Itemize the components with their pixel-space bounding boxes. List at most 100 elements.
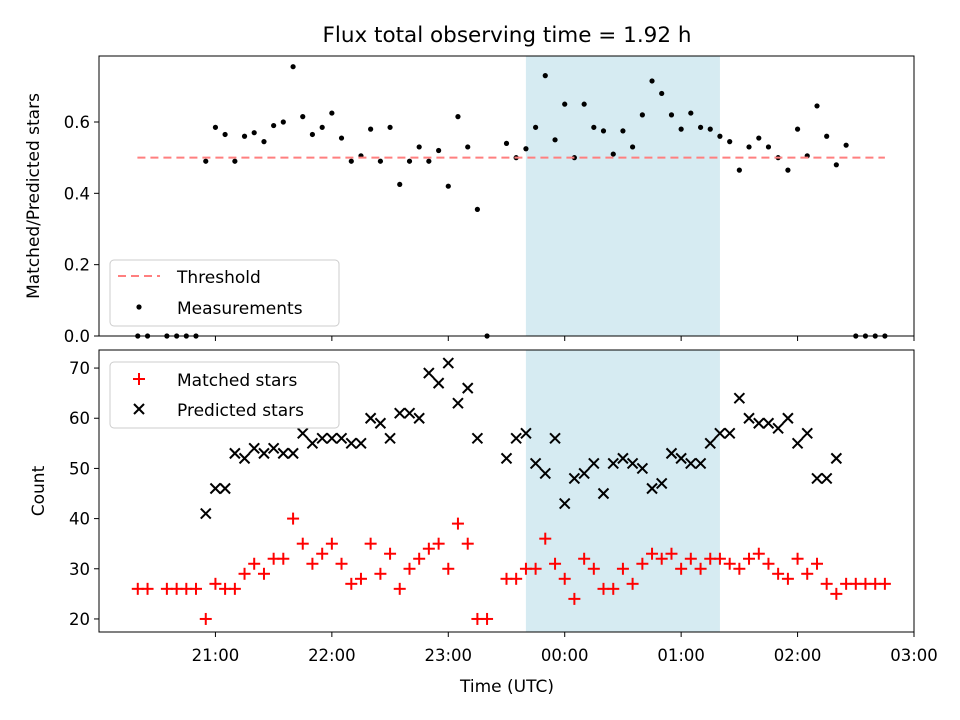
measurement-point [416, 144, 422, 150]
predicted-star-point [500, 452, 513, 465]
predicted-star-point [452, 397, 464, 409]
predicted-star-point [258, 447, 270, 460]
measurement-point [533, 124, 539, 130]
matched-star-point [578, 552, 591, 565]
bottom-plot-frame [98, 349, 915, 633]
measurement-point [581, 101, 587, 107]
matched-star-point [238, 567, 251, 580]
measurement-point [212, 124, 219, 130]
bottom-legend: Matched stars Predicted stars [109, 361, 340, 429]
top-panel: 0.0 0.2 0.4 0.6 Matched/Predicted stars Thr… [24, 55, 915, 346]
measurement-point [629, 144, 636, 150]
measurement-point [600, 128, 607, 134]
predicted-star-point [733, 392, 746, 404]
measurement-point [368, 126, 374, 132]
measurement-point [794, 126, 801, 132]
matched-star-point [549, 557, 562, 570]
measurement-point [309, 131, 316, 138]
matched-star-point [451, 517, 464, 530]
measurement-point [678, 126, 684, 132]
matched-star-point [306, 557, 319, 570]
predicted-star-point [539, 467, 551, 480]
predicted-star-point [772, 422, 784, 434]
predicted-legend-swatch [133, 403, 145, 415]
bottom-y-axis: 20 30 40 50 60 70 [69, 359, 99, 629]
predicted-stars-points [200, 357, 843, 520]
measurements-legend-swatch [136, 304, 142, 310]
matched-star-point [684, 552, 697, 565]
matched-star-point [539, 532, 552, 545]
predicted-star-point [316, 432, 328, 445]
bottom-x-axis: 21:00 22:00 23:00 00:00 01:00 02:00 03:00 [192, 632, 938, 665]
bottom-panel: 20 30 40 50 60 70 21:00 22:00 23:00 00:00 01:00 02… [29, 349, 938, 697]
measurement-point [280, 119, 286, 125]
measurement-point [562, 101, 568, 107]
predicted-star-point [597, 487, 610, 500]
measurement-point [445, 183, 451, 189]
predicted-star-point [219, 482, 231, 495]
predicted-star-point [762, 417, 775, 429]
predicted-star-point [529, 457, 542, 470]
matched-legend-swatch [133, 373, 145, 385]
predicted-star-point [277, 447, 290, 460]
bottom-y-tick-label: 20 [69, 610, 90, 629]
x-axis-label: Time (UTC) [459, 677, 554, 697]
matched-star-point [141, 582, 154, 595]
predicted-star-point [355, 437, 367, 450]
measurement-point [397, 181, 403, 188]
matched-star-point [248, 557, 261, 570]
matched-star-point [257, 567, 270, 580]
matched-star-point [713, 552, 726, 565]
predicted-star-point [297, 427, 309, 440]
measurement-point [833, 162, 839, 168]
measurement-point [436, 147, 442, 154]
measurement-point [203, 158, 209, 164]
measurement-point [620, 128, 626, 134]
matched-star-point [762, 557, 775, 570]
measurement-point [329, 110, 335, 116]
matched-star-point [287, 512, 300, 525]
bottom-y-tick-label: 70 [69, 359, 90, 378]
top-observing-window [525, 56, 720, 336]
matched-stars-points [131, 512, 891, 625]
predicted-star-point [384, 432, 396, 445]
matched-star-point [830, 587, 843, 600]
x-tick-label: 21:00 [192, 646, 240, 665]
predicted-star-point [743, 412, 755, 424]
predicted-star-point [723, 427, 736, 440]
predicted-star-point [791, 437, 804, 450]
predicted-star-point [432, 377, 445, 389]
matched-star-point [335, 557, 348, 570]
matched-star-point [422, 542, 435, 555]
measurement-point [300, 114, 306, 120]
predicted-legend-label: Predicted stars [177, 401, 304, 421]
matched-star-point [694, 562, 707, 575]
measurement-point [591, 124, 597, 130]
measurement-point [639, 112, 645, 118]
measurement-point [736, 167, 742, 173]
matched-star-point [675, 562, 688, 575]
predicted-star-point [287, 447, 299, 460]
matched-star-point [442, 562, 455, 575]
predicted-star-point [229, 447, 241, 460]
predicted-star-point [655, 477, 668, 490]
bottom-y-tick-label: 50 [69, 459, 90, 478]
measurement-point [348, 158, 354, 164]
matched-star-point [413, 552, 426, 565]
measurement-point [377, 158, 384, 164]
matched-star-point [558, 572, 571, 585]
measurement-point [542, 73, 548, 79]
matched-star-point [277, 552, 290, 565]
matched-legend-label: Matched stars [177, 371, 297, 391]
measurement-point [552, 137, 558, 143]
matched-star-point [384, 547, 397, 560]
measurement-point [824, 133, 830, 139]
matched-star-point [743, 552, 756, 565]
predicted-star-point [704, 437, 716, 450]
measurement-point [271, 122, 277, 129]
predicted-star-point [326, 432, 338, 445]
matched-star-point [655, 552, 668, 565]
x-tick-label: 01:00 [657, 646, 705, 665]
predicted-star-point [413, 412, 425, 424]
